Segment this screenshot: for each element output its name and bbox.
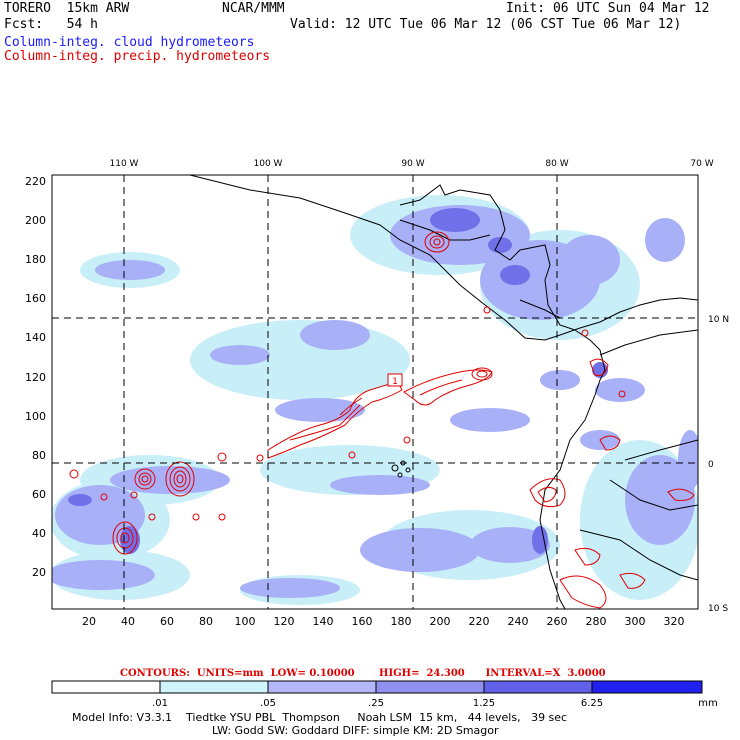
point-marker-label: 1	[392, 377, 398, 387]
x-tick: 200	[430, 615, 451, 628]
x-tick: 220	[469, 615, 490, 628]
colorbar-label: .25	[368, 698, 384, 709]
model-info-line2: LW: Godd SW: Goddard DIFF: simple KM: 2D…	[212, 724, 499, 737]
lon-label-80w: 80 W	[545, 159, 568, 169]
colorbar-segment	[483, 680, 593, 694]
colorbar: .01 .05 .25 1.25 6.25 mm	[51, 680, 718, 709]
y-tick: 120	[25, 371, 46, 384]
x-tick: 320	[664, 615, 685, 628]
y-tick: 220	[25, 175, 46, 188]
map-grid	[52, 175, 698, 609]
y-axis-ticks: 220 200 180 160 140 120 100 80 60 40 20	[25, 175, 46, 579]
colorbar-segment	[159, 680, 269, 694]
x-tick: 140	[313, 615, 334, 628]
colorbar-label: .01	[152, 698, 168, 709]
colorbar-segment	[267, 680, 377, 694]
contours-info: CONTOURS: UNITS=mm LOW= 0.10000 HIGH= 24…	[120, 668, 606, 679]
y-tick: 140	[25, 331, 46, 344]
x-tick: 300	[625, 615, 646, 628]
point-marker-box	[387, 373, 403, 387]
model-title: TORERO 15km ARW	[4, 1, 130, 16]
x-tick: 100	[235, 615, 256, 628]
y-tick: 200	[25, 214, 46, 227]
lon-label-70w: 70 W	[690, 159, 713, 169]
map-frame	[51, 174, 699, 610]
x-tick: 240	[508, 615, 529, 628]
x-tick: 20	[82, 615, 96, 628]
precip-contours	[69, 231, 695, 609]
x-tick: 260	[547, 615, 568, 628]
x-tick: 280	[586, 615, 607, 628]
org-label: NCAR/MMM	[222, 1, 285, 16]
colorbar-unit: mm	[698, 698, 717, 709]
colorbar-label: .05	[260, 698, 276, 709]
x-tick: 120	[274, 615, 295, 628]
lat-label-0: 0	[708, 460, 714, 470]
y-tick: 20	[32, 566, 46, 579]
x-axis-ticks: 20 40 60 80 100 120 140 160 180 200 220 …	[82, 615, 685, 628]
y-tick: 160	[25, 292, 46, 305]
lat-label-10s: 10 S	[708, 604, 728, 614]
precip-field-label: Column-integ. precip. hydrometeors	[4, 49, 271, 64]
x-tick: 180	[391, 615, 412, 628]
valid-time: Valid: 12 UTC Tue 06 Mar 12 (06 CST Tue …	[290, 17, 682, 32]
init-time: Init: 06 UTC Sun 04 Mar 12	[506, 1, 710, 16]
forecast-hour: Fcst: 54 h	[4, 17, 98, 32]
x-tick: 160	[352, 615, 373, 628]
colorbar-segment	[51, 680, 161, 694]
colorbar-segment	[375, 680, 485, 694]
model-info-line1: Model Info: V3.3.1 Tiedtke YSU PBL Thomp…	[72, 711, 568, 724]
x-tick: 80	[199, 615, 213, 628]
lat-label-10n: 10 N	[708, 315, 729, 325]
y-tick: 100	[25, 410, 46, 423]
map-field: 1	[52, 175, 698, 609]
colorbar-label: 6.25	[581, 698, 603, 709]
lon-label-110w: 110 W	[110, 159, 139, 169]
y-tick: 180	[25, 253, 46, 266]
y-tick: 40	[32, 527, 46, 540]
lon-label-100w: 100 W	[254, 159, 283, 169]
cloud-field-label: Column-integ. cloud hydrometeors	[4, 35, 255, 50]
y-tick: 80	[32, 449, 46, 462]
x-tick: 40	[121, 615, 135, 628]
y-tick: 60	[32, 488, 46, 501]
lon-label-90w: 90 W	[401, 159, 424, 169]
coastlines	[189, 175, 698, 609]
colorbar-label: 1.25	[473, 698, 495, 709]
colorbar-segment	[591, 680, 703, 694]
x-tick: 60	[160, 615, 174, 628]
